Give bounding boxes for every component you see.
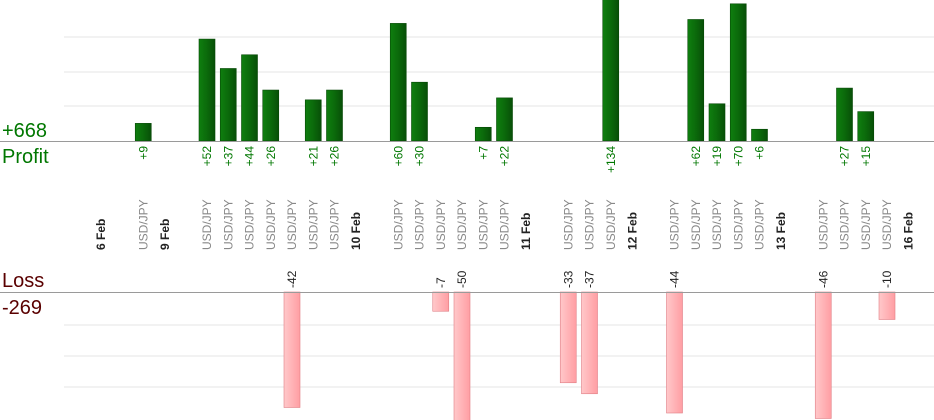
profit-value-label: +30 (413, 146, 427, 167)
profit-bar (751, 128, 768, 142)
loss-value-label: -7 (434, 277, 448, 288)
profit-bar (304, 99, 322, 142)
profit-bar (262, 89, 280, 142)
pair-label: USD/JPY (880, 199, 894, 250)
pair-label: USD/JPY (561, 199, 575, 250)
pair-label: USD/JPY (838, 199, 852, 250)
date-label: 12 Feb (625, 212, 639, 250)
date-label: 16 Feb (902, 212, 916, 250)
profit-bar (687, 19, 705, 142)
pair-label: USD/JPY (455, 199, 469, 250)
loss-bar (559, 291, 577, 384)
profit-label: Profit (2, 146, 49, 168)
date-label: 11 Feb (519, 213, 533, 250)
profit-bar (241, 54, 258, 142)
profit-value-label: +134 (604, 146, 618, 173)
profit-bar (326, 89, 343, 142)
pair-label: USD/JPY (476, 199, 490, 250)
loss-total: -269 (2, 297, 42, 319)
profit-value-label: +62 (689, 146, 703, 167)
pair-label: USD/JPY (285, 199, 299, 250)
loss-value-label: -33 (561, 270, 575, 288)
pair-label: USD/JPY (306, 199, 320, 250)
loss-bar (432, 291, 450, 312)
pair-label: USD/JPY (753, 199, 767, 250)
bars-layer (134, 0, 896, 420)
profit-value-label: +19 (710, 146, 724, 167)
profit-bar (219, 68, 237, 142)
loss-bar (878, 291, 896, 320)
profit-value-label: +26 (328, 146, 342, 167)
profit-bar (134, 123, 152, 142)
pair-label: USD/JPY (413, 199, 427, 250)
loss-value-label: -50 (455, 270, 469, 288)
pair-label: USD/JPY (136, 199, 150, 250)
date-label: 6 Feb (94, 219, 108, 250)
profit-bar (474, 126, 492, 142)
loss-value-label: -42 (285, 270, 299, 288)
profit-value-label: +44 (243, 146, 257, 167)
pair-label: USD/JPY (668, 199, 682, 250)
pair-label: USD/JPY (391, 199, 405, 250)
loss-bar (814, 291, 832, 419)
pair-label: USD/JPY (200, 199, 214, 250)
profit-bar (198, 38, 216, 142)
profit-value-label: +60 (391, 146, 405, 167)
profit-value-label: +15 (859, 146, 873, 167)
pair-label: USD/JPY (434, 199, 448, 250)
profit-bar (411, 81, 428, 142)
loss-value-label: -44 (668, 270, 682, 288)
pair-label: USD/JPY (689, 199, 703, 250)
date-label: 13 Feb (774, 212, 788, 250)
profit-value-label: +70 (731, 146, 745, 167)
profit-value-label: +27 (838, 146, 852, 167)
pair-label: USD/JPY (816, 199, 830, 250)
profit-bar (708, 103, 726, 142)
pair-label: USD/JPY (859, 199, 873, 250)
profit-value-label: +21 (306, 146, 320, 167)
date-label: 9 Feb (158, 219, 172, 250)
pair-label: USD/JPY (243, 199, 257, 250)
profit-bar (857, 111, 875, 142)
loss-bar (581, 291, 598, 395)
profit-value-label: +52 (200, 146, 214, 167)
profit-value-label: +9 (136, 146, 150, 160)
pair-label: USD/JPY (264, 199, 278, 250)
loss-label: Loss (2, 270, 44, 292)
loss-bar (453, 291, 471, 420)
loss-value-label: -37 (583, 270, 597, 288)
loss-bar (666, 291, 683, 414)
axes-layer (0, 141, 934, 293)
pair-label: USD/JPY (710, 199, 724, 250)
profit-total: +668 (2, 120, 47, 142)
profit-value-label: +7 (476, 146, 490, 160)
profit-bar (602, 0, 620, 142)
profit-value-label: +26 (264, 146, 278, 167)
profit-value-label: +6 (753, 146, 767, 160)
profit-value-label: +37 (221, 146, 235, 167)
pair-label: USD/JPY (498, 199, 512, 250)
profit-bar (729, 3, 747, 142)
loss-value-label: -10 (880, 270, 894, 288)
profit-bar (496, 97, 513, 142)
pair-label: USD/JPY (604, 199, 618, 250)
labels-layer: 6 Feb USD/JPY +9 9 Feb USD/JPY +52 USD/JPY +37 U… (94, 146, 916, 288)
pair-label: USD/JPY (328, 199, 342, 250)
profit-value-label: +22 (498, 146, 512, 167)
pair-label: USD/JPY (731, 199, 745, 250)
date-label: 10 Feb (349, 212, 363, 250)
loss-value-label: -46 (816, 270, 830, 288)
loss-bar (283, 291, 301, 408)
profit-bar (836, 87, 853, 142)
pair-label: USD/JPY (583, 199, 597, 250)
profit-bar (389, 23, 407, 142)
pair-label: USD/JPY (221, 199, 235, 250)
